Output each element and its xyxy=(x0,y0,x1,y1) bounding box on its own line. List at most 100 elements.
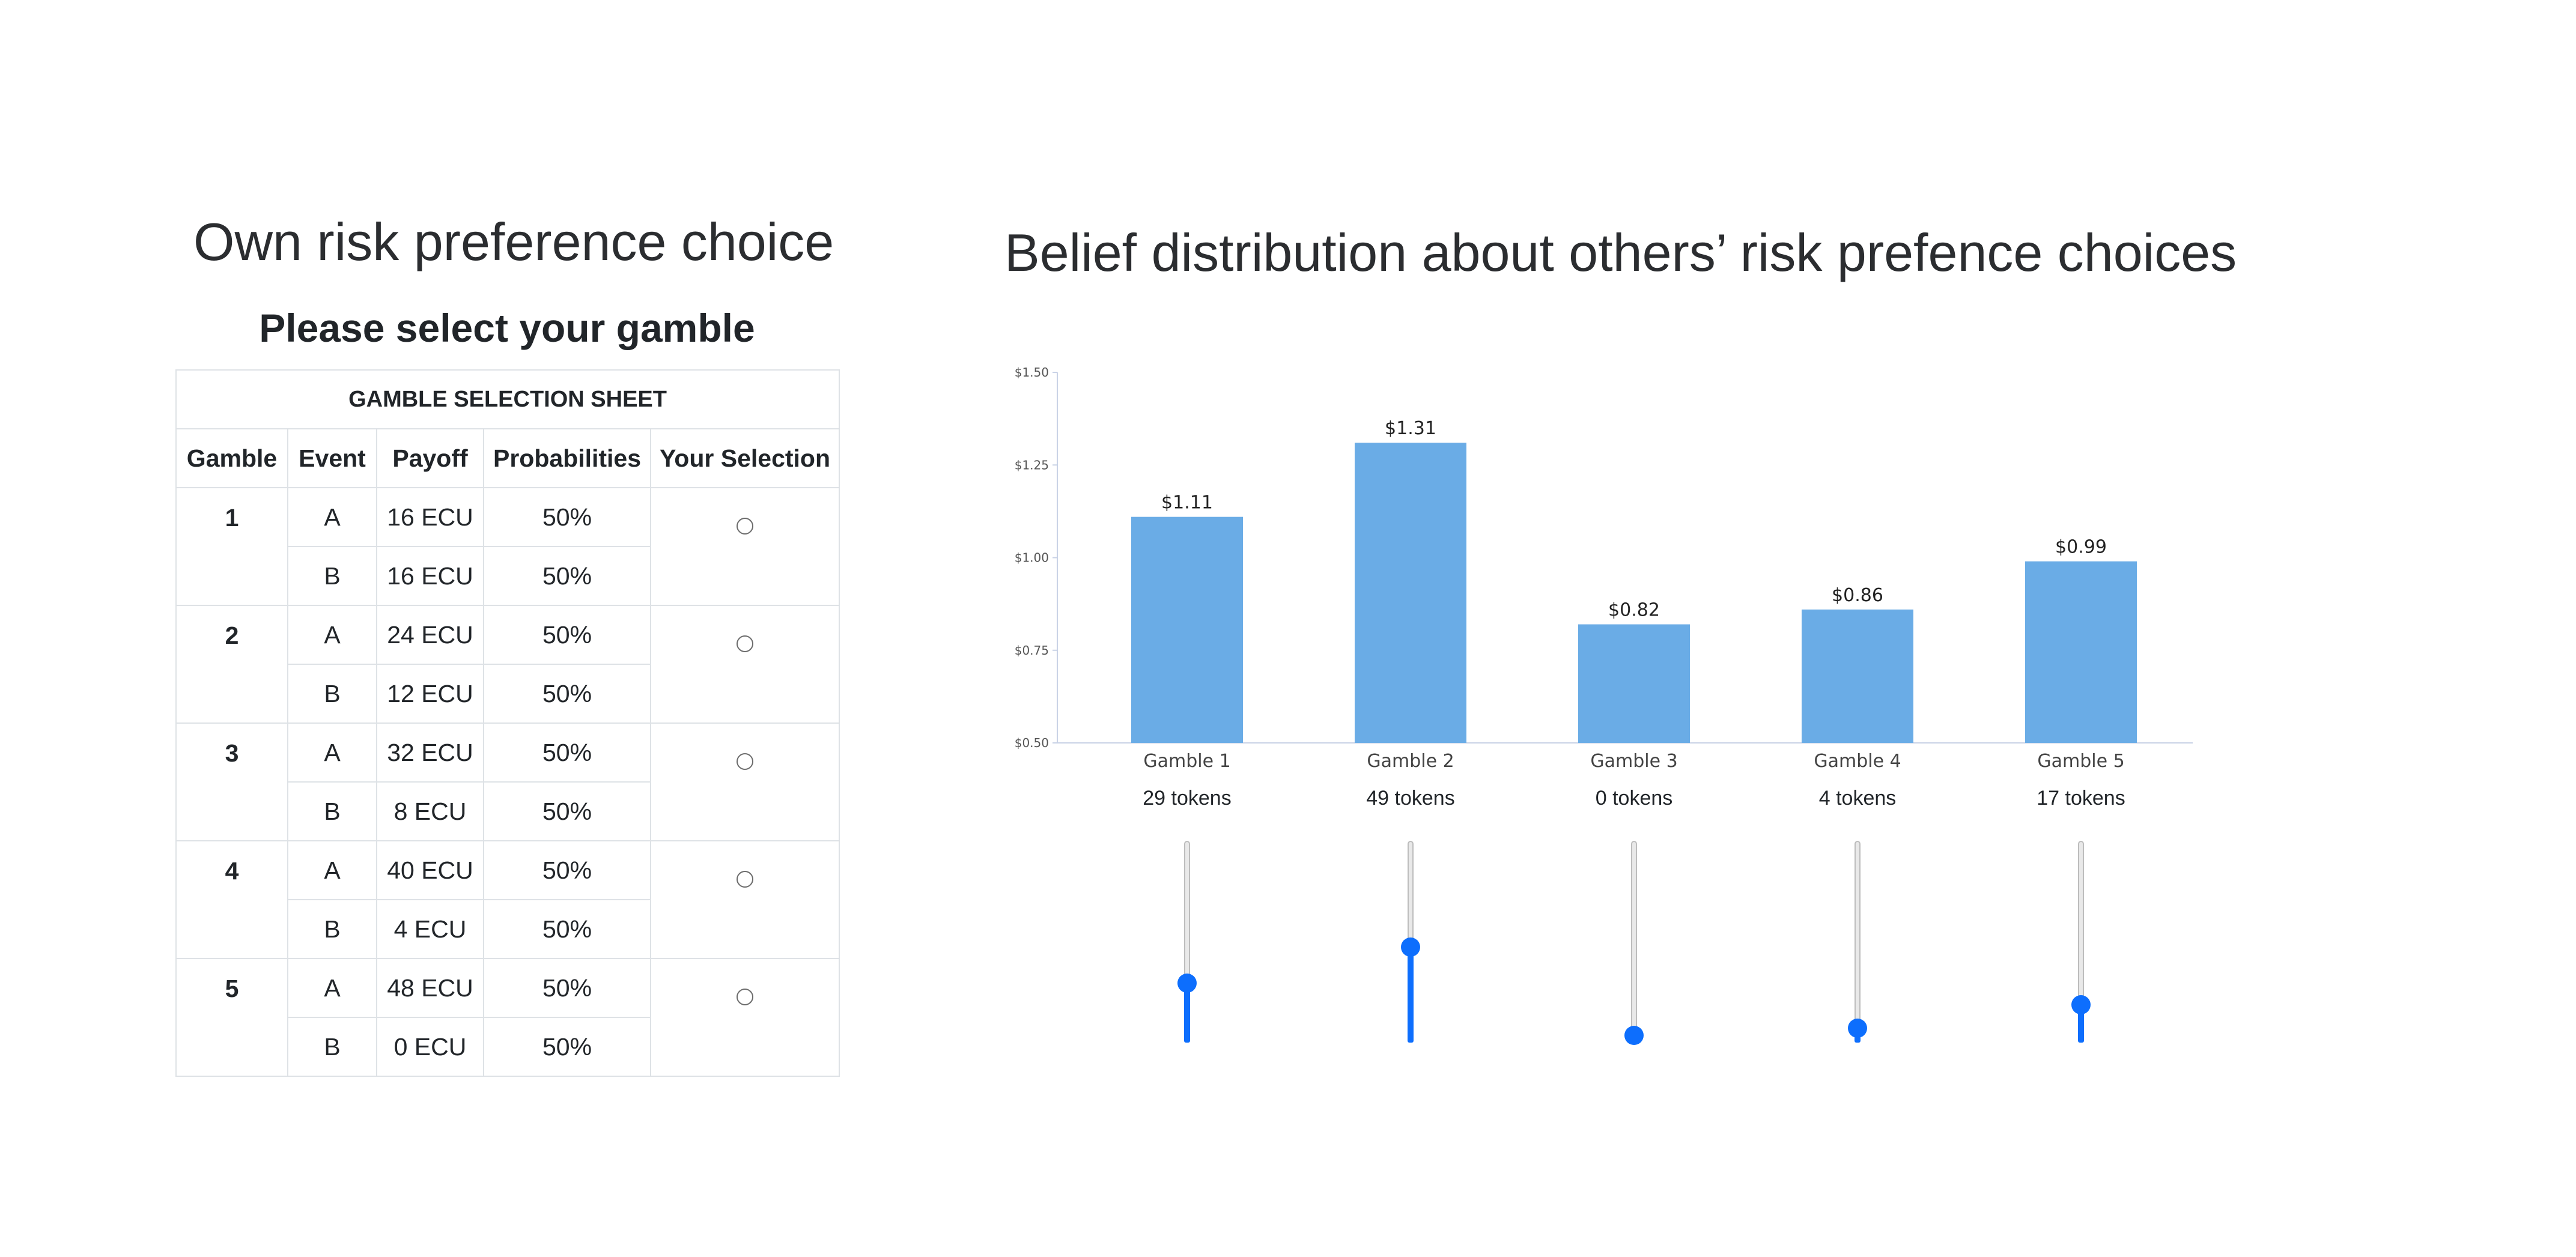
gamble-2-tokens-label: 49 tokens xyxy=(1366,787,1455,810)
gamble-2-radio[interactable] xyxy=(737,635,754,652)
category-label: Gamble 2 xyxy=(1367,751,1454,772)
own-risk-heading: Own risk preference choice xyxy=(193,212,834,271)
gamble-4-token-slider[interactable] xyxy=(1845,841,1870,1045)
table-row: 2 A 24 ECU 50% xyxy=(175,605,840,724)
table-row: B 12 ECU 50% xyxy=(176,664,839,724)
table-row: 4 A 40 ECU 50% xyxy=(175,840,840,959)
selection-cell xyxy=(649,958,840,1077)
payoff-cell: 16 ECU xyxy=(376,487,484,547)
gamble-number: 1 xyxy=(175,487,288,606)
probability-cell: 50% xyxy=(483,1017,651,1077)
probability-cell: 50% xyxy=(483,664,651,724)
selection-cell xyxy=(649,487,840,606)
payoff-cell: 24 ECU xyxy=(376,605,484,665)
event-cell: B xyxy=(287,1017,377,1077)
col-header-your-selection: Your Selection xyxy=(649,428,840,488)
bar xyxy=(1131,516,1243,743)
gamble-4-radio[interactable] xyxy=(737,871,754,888)
table-row: B 16 ECU 50% xyxy=(176,546,839,606)
payoff-cell: 8 ECU xyxy=(376,781,484,841)
gamble-3-token-slider[interactable] xyxy=(1622,841,1646,1045)
gamble-5-token-slider[interactable] xyxy=(2069,841,2093,1045)
probability-cell: 50% xyxy=(483,722,651,783)
y-tick-label: $1.50 xyxy=(1015,365,1049,380)
slider-thumb[interactable] xyxy=(1848,1019,1867,1038)
payoff-cell: 16 ECU xyxy=(376,546,484,606)
gamble-selection-table: GAMBLE SELECTION SHEET Gamble Event Payo… xyxy=(175,369,840,1077)
belief-distribution-heading: Belief distribution about others’ risk p… xyxy=(1004,223,2237,282)
probability-cell: 50% xyxy=(483,899,651,959)
gamble-number: 3 xyxy=(175,722,288,841)
slider-thumb[interactable] xyxy=(1624,1026,1644,1045)
gamble-1-tokens-label: 29 tokens xyxy=(1143,787,1232,810)
y-tick-label: $0.75 xyxy=(1015,643,1049,658)
col-header-gamble: Gamble xyxy=(175,428,288,488)
slider-thumb[interactable] xyxy=(2071,995,2091,1014)
bar-value-label: $1.11 xyxy=(1161,492,1213,513)
event-cell: A xyxy=(287,487,377,547)
event-cell: A xyxy=(287,958,377,1018)
gamble-2-token-slider[interactable] xyxy=(1399,841,1423,1045)
slider-track[interactable] xyxy=(1631,841,1637,1043)
slider-fill xyxy=(1408,945,1414,1043)
slider-fill xyxy=(2078,1002,2084,1043)
col-header-payoff: Payoff xyxy=(376,428,484,488)
gamble-5-tokens-label: 17 tokens xyxy=(2037,787,2125,810)
slider-track[interactable] xyxy=(1855,841,1861,1043)
gamble-3-radio[interactable] xyxy=(737,753,754,770)
table-caption: Please select your gamble xyxy=(259,306,755,350)
gamble-number: 5 xyxy=(175,958,288,1077)
probability-cell: 50% xyxy=(483,840,651,900)
col-header-probabilities: Probabilities xyxy=(483,428,651,488)
sheet-title: GAMBLE SELECTION SHEET xyxy=(175,369,840,429)
event-cell: A xyxy=(287,722,377,783)
gamble-4-tokens-label: 4 tokens xyxy=(1818,787,1897,810)
event-cell: B xyxy=(287,546,377,606)
bar xyxy=(1802,609,1913,743)
probability-cell: 50% xyxy=(483,487,651,547)
gamble-5-radio[interactable] xyxy=(737,989,754,1005)
bar-value-label: $0.86 xyxy=(1832,585,1883,606)
bar xyxy=(1578,624,1690,743)
gamble-number: 4 xyxy=(175,840,288,959)
table-row: 1 A 16 ECU 50% xyxy=(175,487,840,606)
gamble-1-radio[interactable] xyxy=(737,518,754,535)
event-cell: B xyxy=(287,781,377,841)
bar-value-label: $1.31 xyxy=(1385,418,1436,439)
payoff-cell: 4 ECU xyxy=(376,899,484,959)
category-label: Gamble 4 xyxy=(1814,751,1901,772)
payoff-cell: 32 ECU xyxy=(376,722,484,783)
gamble-number: 2 xyxy=(175,605,288,724)
gamble-3-tokens-label: 0 tokens xyxy=(1595,787,1673,810)
selection-cell xyxy=(649,722,840,841)
category-label: Gamble 1 xyxy=(1143,751,1230,772)
slider-thumb[interactable] xyxy=(1401,937,1420,957)
slider-thumb[interactable] xyxy=(1177,974,1197,993)
table-row: 3 A 32 ECU 50% xyxy=(175,722,840,841)
event-cell: A xyxy=(287,605,377,665)
category-label: Gamble 3 xyxy=(1590,751,1677,772)
bar-value-label: $0.82 xyxy=(1608,600,1660,621)
y-tick-label: $0.50 xyxy=(1015,736,1049,750)
bar-value-label: $0.99 xyxy=(2055,537,2107,558)
col-header-event: Event xyxy=(287,428,377,488)
probability-cell: 50% xyxy=(483,781,651,841)
y-tick-label: $1.25 xyxy=(1015,458,1049,472)
table-row: 5 A 48 ECU 50% xyxy=(175,958,840,1077)
bar xyxy=(1355,443,1466,743)
selection-cell xyxy=(649,840,840,959)
event-cell: A xyxy=(287,840,377,900)
probability-cell: 50% xyxy=(483,605,651,665)
category-label: Gamble 5 xyxy=(2037,751,2124,772)
probability-cell: 50% xyxy=(483,958,651,1018)
belief-bar-chart: $0.50 $0.75 $1.00 $1.25 $1.50 $1.11 Gamble 1 $1… xyxy=(1015,365,2193,772)
payoff-cell: 40 ECU xyxy=(376,840,484,900)
selection-cell xyxy=(649,605,840,724)
y-tick-label: $1.00 xyxy=(1015,551,1049,565)
gamble-1-token-slider[interactable] xyxy=(1175,841,1199,1045)
payoff-cell: 12 ECU xyxy=(376,664,484,724)
slider-fill xyxy=(1184,981,1190,1043)
payoff-cell: 48 ECU xyxy=(376,958,484,1018)
